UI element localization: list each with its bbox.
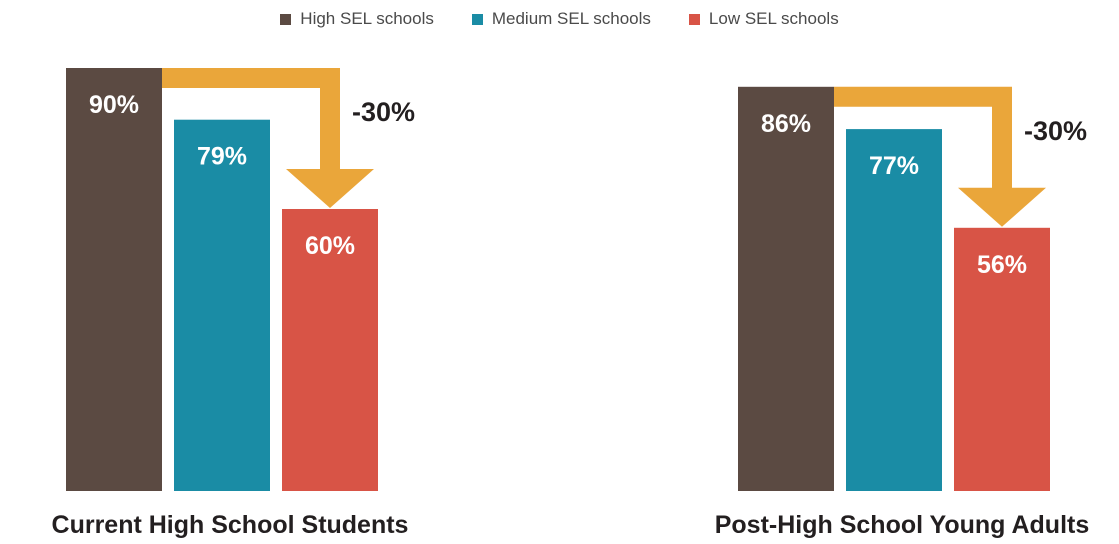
- bar-value-label: 86%: [761, 110, 811, 138]
- legend-item: Low SEL schools: [688, 9, 839, 29]
- bar: [174, 119, 270, 491]
- bar-value-label: 79%: [197, 143, 247, 171]
- difference-label: -30%: [352, 97, 415, 127]
- bar: [954, 227, 1050, 492]
- legend-swatch: [280, 13, 292, 25]
- difference-label: -30%: [1024, 116, 1087, 146]
- chart-legend: High SEL schools Medium SEL schools Low SE…: [0, 9, 1119, 29]
- legend-item: Medium SEL schools: [471, 9, 651, 29]
- bar-value-label: 60%: [305, 232, 355, 260]
- legend-label: Medium SEL schools: [491, 9, 651, 28]
- legend-swatch: [471, 13, 483, 25]
- legend-label: Low SEL schools: [708, 9, 839, 28]
- bar: [66, 68, 162, 491]
- bar-value-label: 90%: [89, 91, 139, 119]
- bar-value-label: 56%: [977, 251, 1027, 279]
- group-title: Current High School Students: [52, 511, 409, 539]
- group-title: Post-High School Young Adults: [715, 511, 1090, 539]
- difference-arrow: [162, 68, 374, 208]
- legend-label: High SEL schools: [300, 9, 434, 28]
- bar-value-label: 77%: [869, 152, 919, 180]
- difference-arrow: [834, 86, 1046, 227]
- legend-item: High SEL schools: [280, 9, 434, 29]
- legend-swatch: [688, 13, 700, 25]
- bar: [846, 129, 942, 491]
- bar: [282, 209, 378, 491]
- bar: [738, 86, 834, 492]
